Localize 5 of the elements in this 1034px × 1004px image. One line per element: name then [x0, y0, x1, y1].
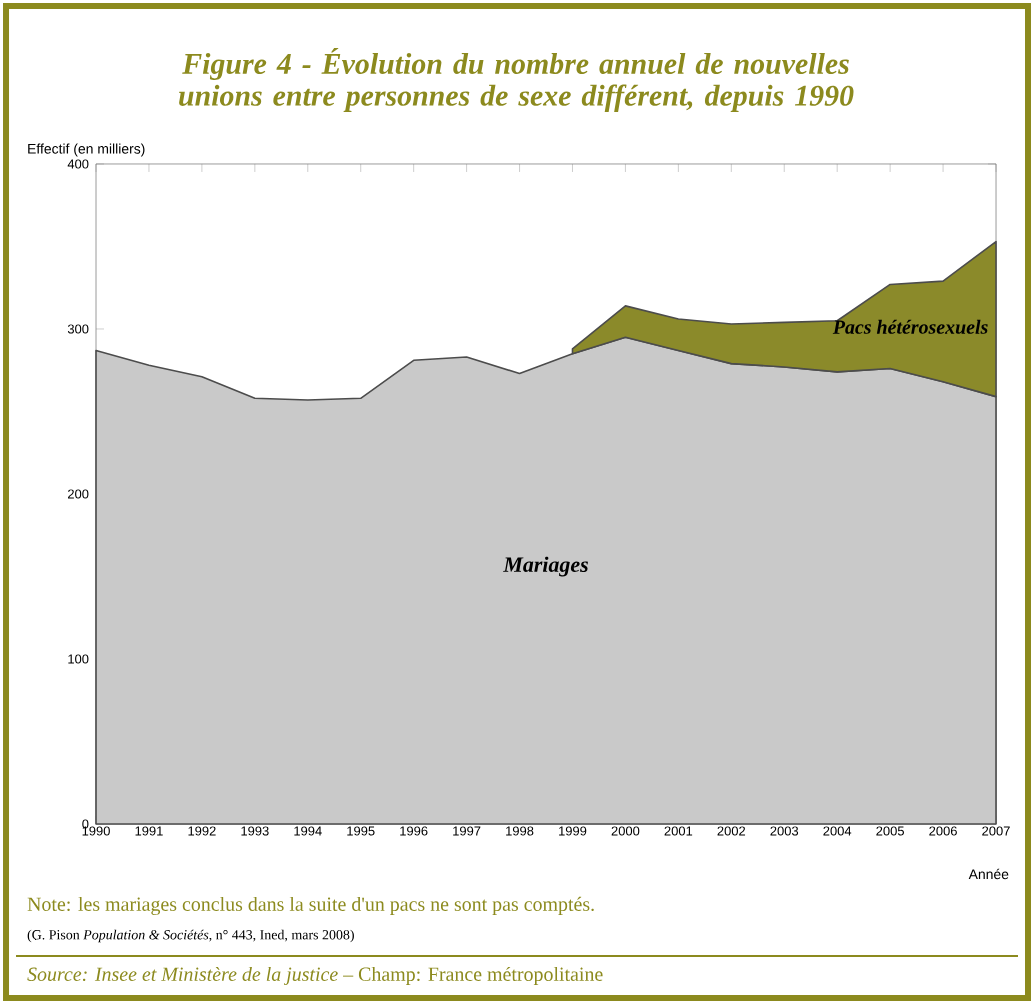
chart-title: Figure 4 - Évolution du nombre annuel de nouvelles unions entre personnes de sexe différent, depuis 1990: [179, 48, 854, 112]
text: Source: Insee et Ministère de la justice – Champ: France métropolitaine: [27, 966, 603, 986]
series-label: Pacs hétérosexuels: [832, 319, 988, 334]
series-label: Mariages: [503, 556, 588, 577]
text: Note: les mariages conclus dans la suite d'un pacs ne sont pas comptés.: [27, 896, 594, 916]
